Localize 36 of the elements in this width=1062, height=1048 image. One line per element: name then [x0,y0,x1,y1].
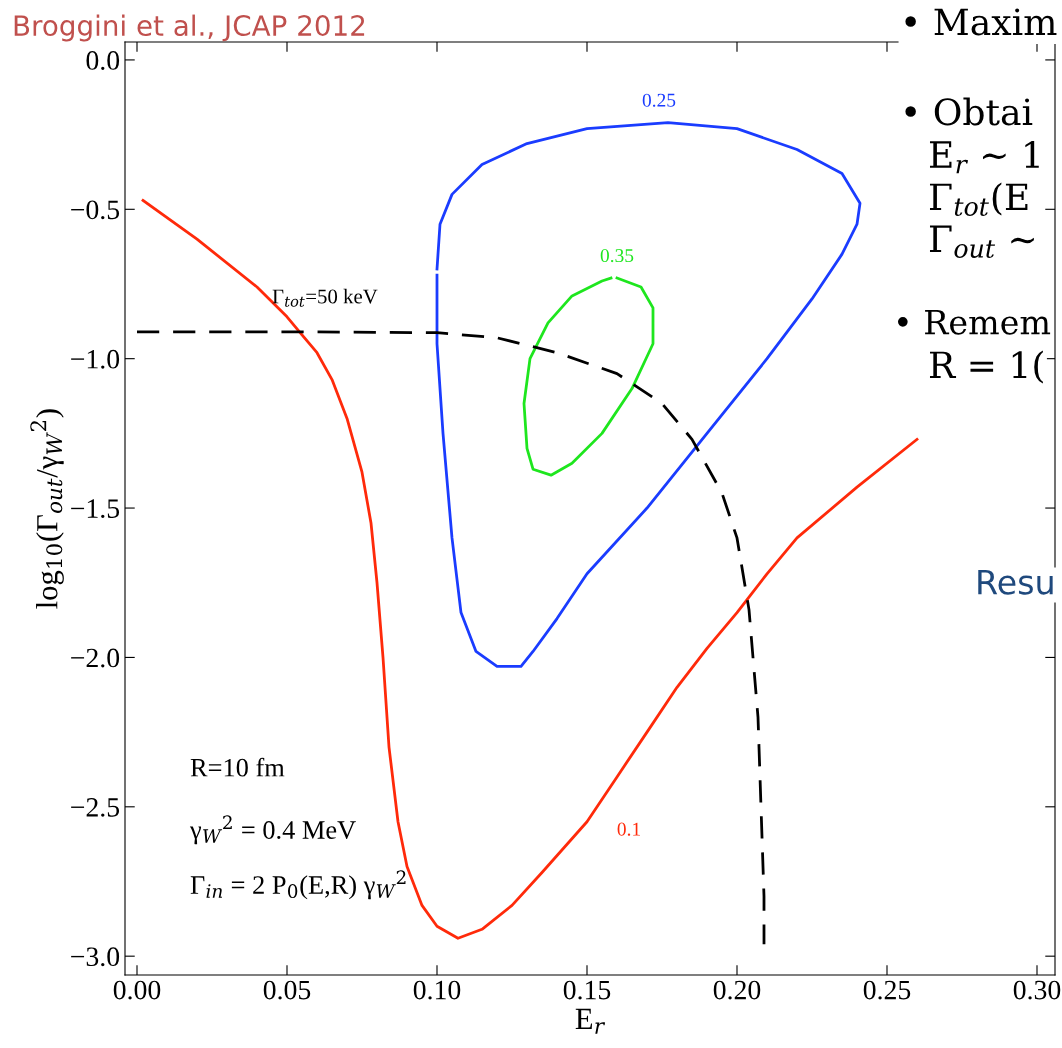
line-series [135,330,766,946]
x-tick-label: 0.00 [113,980,161,1000]
y-tick-label: −1.0 [71,349,120,369]
y-tick-label: −2.5 [71,798,120,817]
annotation: γ$_{W}$$^{2}$ = 0.4 MeV [189,815,356,845]
y-tick-label: −0.5 [71,200,120,220]
line-series [435,121,862,668]
annotation: • Remem [897,309,1051,335]
x-tick-label: 0.20 [713,980,761,1000]
annotation: • Obtai [905,97,1033,126]
series-label: 0.1 [617,822,640,836]
annotation: E$_{r}$ ∼ 1 [929,140,1039,174]
line-series [141,198,919,940]
x-tick-label: 0.30 [1013,980,1061,1000]
y-tick-label: 0.0 [86,51,120,70]
x-tick-label: 0.05 [263,980,311,1000]
annotation: Resu [978,569,1053,595]
text: • Maxim [905,8,1057,36]
line-series [522,276,655,477]
x-tick-label: 0.10 [413,980,461,1000]
annotation: Γ$_{tot}$(E [929,182,1028,216]
x-tick-label: 0.25 [863,980,911,1000]
annotation: Γ$_{in}$ = 2 P$_{0}$(E,R) γ$_{W}$$^{2}$ [190,870,406,900]
x-tick-label: 0.15 [563,980,611,1000]
y-tick-label: −3.0 [71,947,120,967]
annotation: Γ$_{tot}$=50 keV [272,288,378,307]
text: Broggini et al., JCAP 2012 [14,14,365,42]
series-label: 0.25 [642,93,676,107]
x-axis-title: E$_{r}$ [575,1008,606,1034]
y-tick-label: −2.0 [71,648,120,668]
series-label: 0.35 [600,248,634,263]
annotation: Γ$_{out}$ ∼ [929,225,1034,258]
annotation: R = 1( [929,350,1043,384]
annotation: R=10 fm [190,757,285,777]
y-axis-title: log$_{10}$(Γ$_{out}$/γ$_{W}$$^{2}$) [30,409,64,609]
y-tick-label: −1.5 [71,499,120,519]
